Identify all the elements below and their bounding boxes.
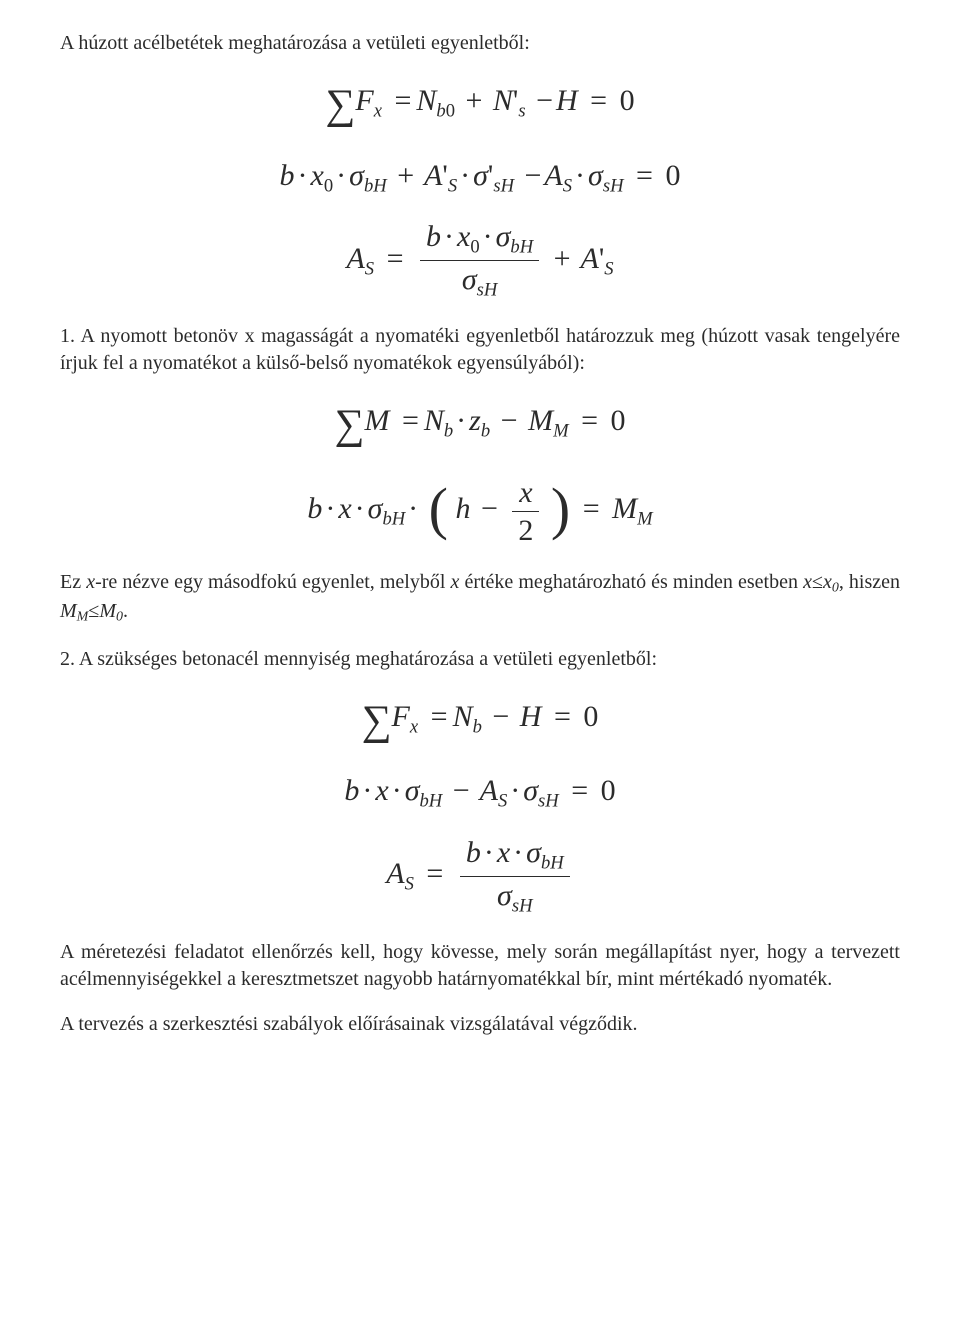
inline-xlex0: x≤x0 xyxy=(803,571,839,593)
paragraph-step1: 1. A nyomott betonöv x magasságát a nyom… xyxy=(60,323,900,377)
equation-8: AS = b·x·σbH σsH xyxy=(60,836,900,917)
equation-2: b·x0·σbH + A'S·σ'sH −AS·σsH = 0 xyxy=(60,156,900,199)
inline-x: x xyxy=(86,571,95,593)
paragraph-intro: A húzott acélbetétek meghatározása a vet… xyxy=(60,30,900,57)
equation-3: AS = b·x0·σbH σsH + A'S xyxy=(60,220,900,301)
equation-5: b·x·σbH· ( h − x 2 ) = MM xyxy=(60,476,900,547)
paragraph-check: A méretezési feladatot ellenőrzés kell, … xyxy=(60,939,900,993)
text-fragment: , hiszen xyxy=(839,571,900,593)
paragraph-quadratic: Ez x-re nézve egy másodfokú egyenlet, me… xyxy=(60,569,900,628)
equation-6: ∑Fx =Nb − H = 0 xyxy=(60,693,900,750)
text-fragment: -re nézve egy másodfokú egyenlet, melybő… xyxy=(95,571,450,593)
text-fragment: . xyxy=(123,600,128,622)
equation-7: b·x·σbH − AS·σsH = 0 xyxy=(60,771,900,814)
paragraph-step2: 2. A szükséges betonacél mennyiség megha… xyxy=(60,646,900,673)
equation-1: ∑Fx =Nb0 + N's −H = 0 xyxy=(60,77,900,134)
text-fragment: értéke meghatározható és minden esetben xyxy=(459,571,803,593)
equation-4: ∑M =Nb·zb − MM = 0 xyxy=(60,397,900,454)
text-fragment: Ez xyxy=(60,571,86,593)
inline-mm-m0: MM≤M0 xyxy=(60,600,123,622)
paragraph-end: A tervezés a szerkesztési szabályok előí… xyxy=(60,1011,900,1038)
